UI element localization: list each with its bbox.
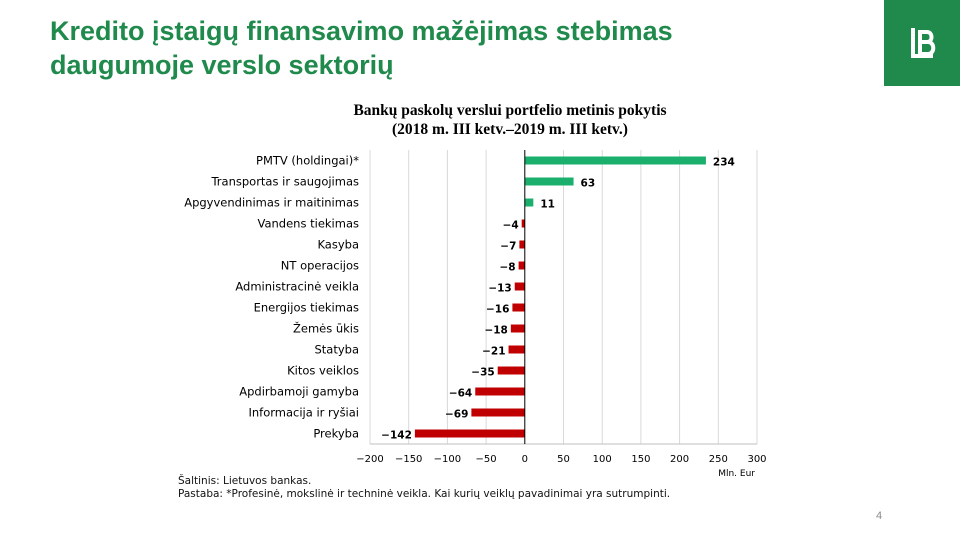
data-label: 234: [713, 157, 735, 169]
bar: [497, 366, 525, 375]
source-note: Šaltinis: Lietuvos bankas.: [178, 475, 312, 487]
x-tick-label: 0: [522, 454, 528, 465]
x-tick-label: 150: [631, 454, 650, 465]
slide-title-line-1: Kredito įstaigų finansavimo mažėjimas st…: [50, 16, 673, 46]
bar: [524, 177, 574, 186]
bar: [512, 303, 525, 312]
data-label: −7: [500, 241, 516, 253]
bar: [524, 156, 706, 165]
x-tick-label: 100: [593, 454, 612, 465]
bank-logo-icon: [911, 28, 936, 58]
data-label: −142: [381, 430, 412, 442]
category-label: Apgyvendinimas ir maitinimas: [184, 196, 359, 210]
data-label: 63: [581, 178, 596, 190]
chart-title: Bankų paskolų verslui portfelio metinis …: [353, 102, 667, 119]
bar: [510, 324, 525, 333]
slide-title: Kredito įstaigų finansavimo mažėjimas st…: [50, 14, 850, 82]
bank-logo: [884, 0, 960, 86]
x-tick-label: −100: [434, 454, 461, 465]
slide-title-line-2: daugumoje verslo sektorių: [50, 50, 394, 80]
category-label: Informacija ir ryšiai: [249, 406, 360, 420]
category-label: Statyba: [314, 343, 359, 357]
chart-title-block: Bankų paskolų verslui portfelio metinis …: [270, 101, 750, 139]
data-label: −21: [482, 346, 505, 358]
bar: [518, 261, 525, 270]
chart-subtitle: (2018 m. III ketv.–2019 m. III ketv.): [392, 121, 628, 138]
bar: [524, 198, 534, 207]
category-label: Kasyba: [317, 238, 359, 252]
data-label: −8: [499, 262, 515, 274]
bar: [519, 240, 525, 249]
bar: [471, 408, 525, 417]
footnote: Pastaba: *Profesinė, mokslinė ir technin…: [178, 488, 671, 500]
category-label: NT operacijos: [281, 259, 359, 273]
data-label: −69: [445, 409, 468, 421]
x-tick-label: −50: [476, 454, 497, 465]
data-label: −64: [449, 388, 472, 400]
data-label: 11: [540, 199, 555, 211]
page-number: 4: [876, 510, 883, 522]
x-axis-label: Mln. Eur: [718, 469, 755, 479]
data-label: −16: [486, 304, 509, 316]
bar: [514, 282, 525, 291]
category-label: Prekyba: [313, 427, 359, 441]
category-label: Kitos veiklos: [287, 364, 359, 378]
category-label: Transportas ir saugojimas: [210, 175, 359, 189]
bar: [414, 429, 525, 438]
category-label: PMTV (holdingai)*: [256, 154, 359, 168]
category-label: Apdirbamoji gamyba: [239, 385, 359, 399]
data-label: −18: [484, 325, 507, 337]
x-tick-label: 50: [557, 454, 570, 465]
x-tick-label: −200: [356, 454, 383, 465]
data-label: −13: [488, 283, 511, 295]
category-label: Administracinė veikla: [235, 280, 359, 294]
bar: [521, 219, 525, 228]
data-label: −4: [503, 220, 519, 232]
category-label: Energijos tiekimas: [254, 301, 359, 315]
x-tick-label: 300: [747, 454, 766, 465]
bar: [508, 345, 525, 354]
category-label: Vandens tiekimas: [258, 217, 360, 231]
bar: [475, 387, 525, 396]
category-label: Žemės ūkis: [293, 321, 359, 336]
data-label: −35: [471, 367, 494, 379]
x-tick-label: 250: [709, 454, 728, 465]
x-tick-label: −150: [395, 454, 422, 465]
x-tick-label: 200: [670, 454, 689, 465]
